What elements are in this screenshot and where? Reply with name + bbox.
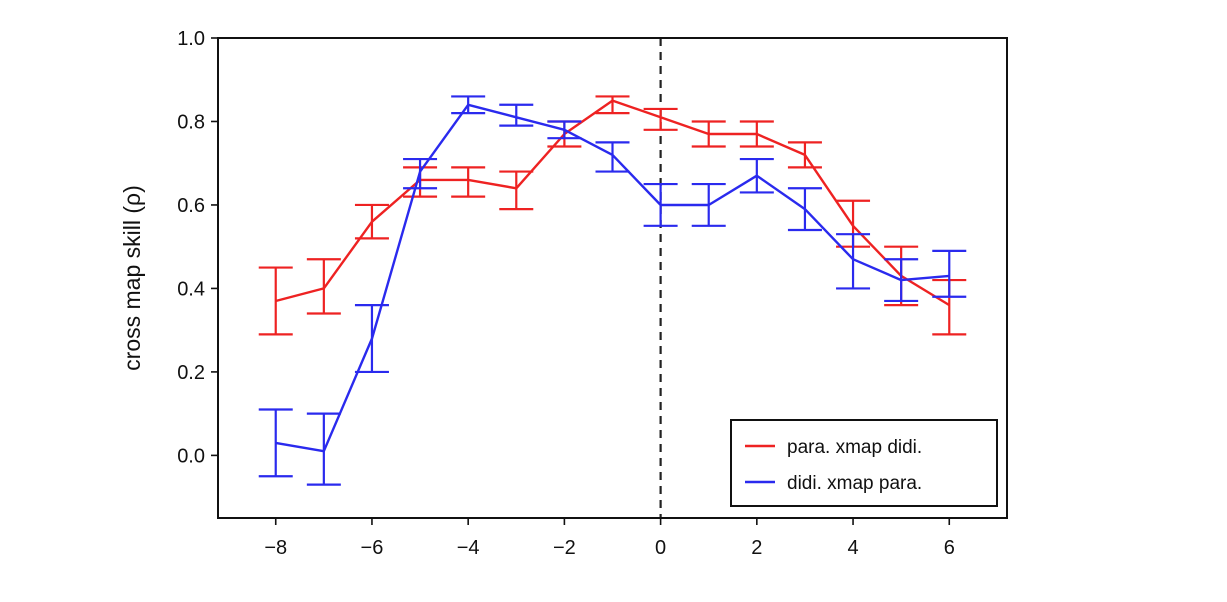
axes: −8 −6 −4 −2 0 2 4 6 0.0 0.2 0.4 0.6 0.8 1.0: [177, 28, 1008, 559]
series-line: [275, 99, 950, 307]
plot-frame: [217, 37, 1008, 519]
plot-area: [258, 38, 967, 518]
x-tick-label: −6: [361, 537, 384, 559]
y-tick-label: 0.2: [177, 362, 205, 384]
legend-label: didi. xmap para.: [787, 473, 922, 494]
x-tick-label: −4: [457, 537, 480, 559]
x-tick-label: −2: [553, 537, 576, 559]
series-2: [258, 95, 967, 486]
y-tick-label: 0.6: [177, 195, 205, 217]
x-tick-label: 2: [751, 537, 762, 559]
series-line: [275, 103, 950, 453]
y-tick-label: 1.0: [177, 28, 205, 50]
y-tick-label: 0.0: [177, 445, 205, 467]
legend: para. xmap didi. didi. xmap para.: [730, 419, 998, 507]
y-axis-title: cross map skill (ρ): [119, 185, 145, 371]
x-tick-label: 6: [944, 537, 955, 559]
legend-label: para. xmap didi.: [787, 437, 922, 458]
legend-box: [730, 419, 998, 507]
x-tick-label: 0: [655, 537, 666, 559]
x-tick-label: 4: [847, 537, 858, 559]
y-tick-label: 0.4: [177, 278, 205, 300]
x-tick-label: −8: [264, 537, 287, 559]
y-tick-label: 0.8: [177, 111, 205, 133]
